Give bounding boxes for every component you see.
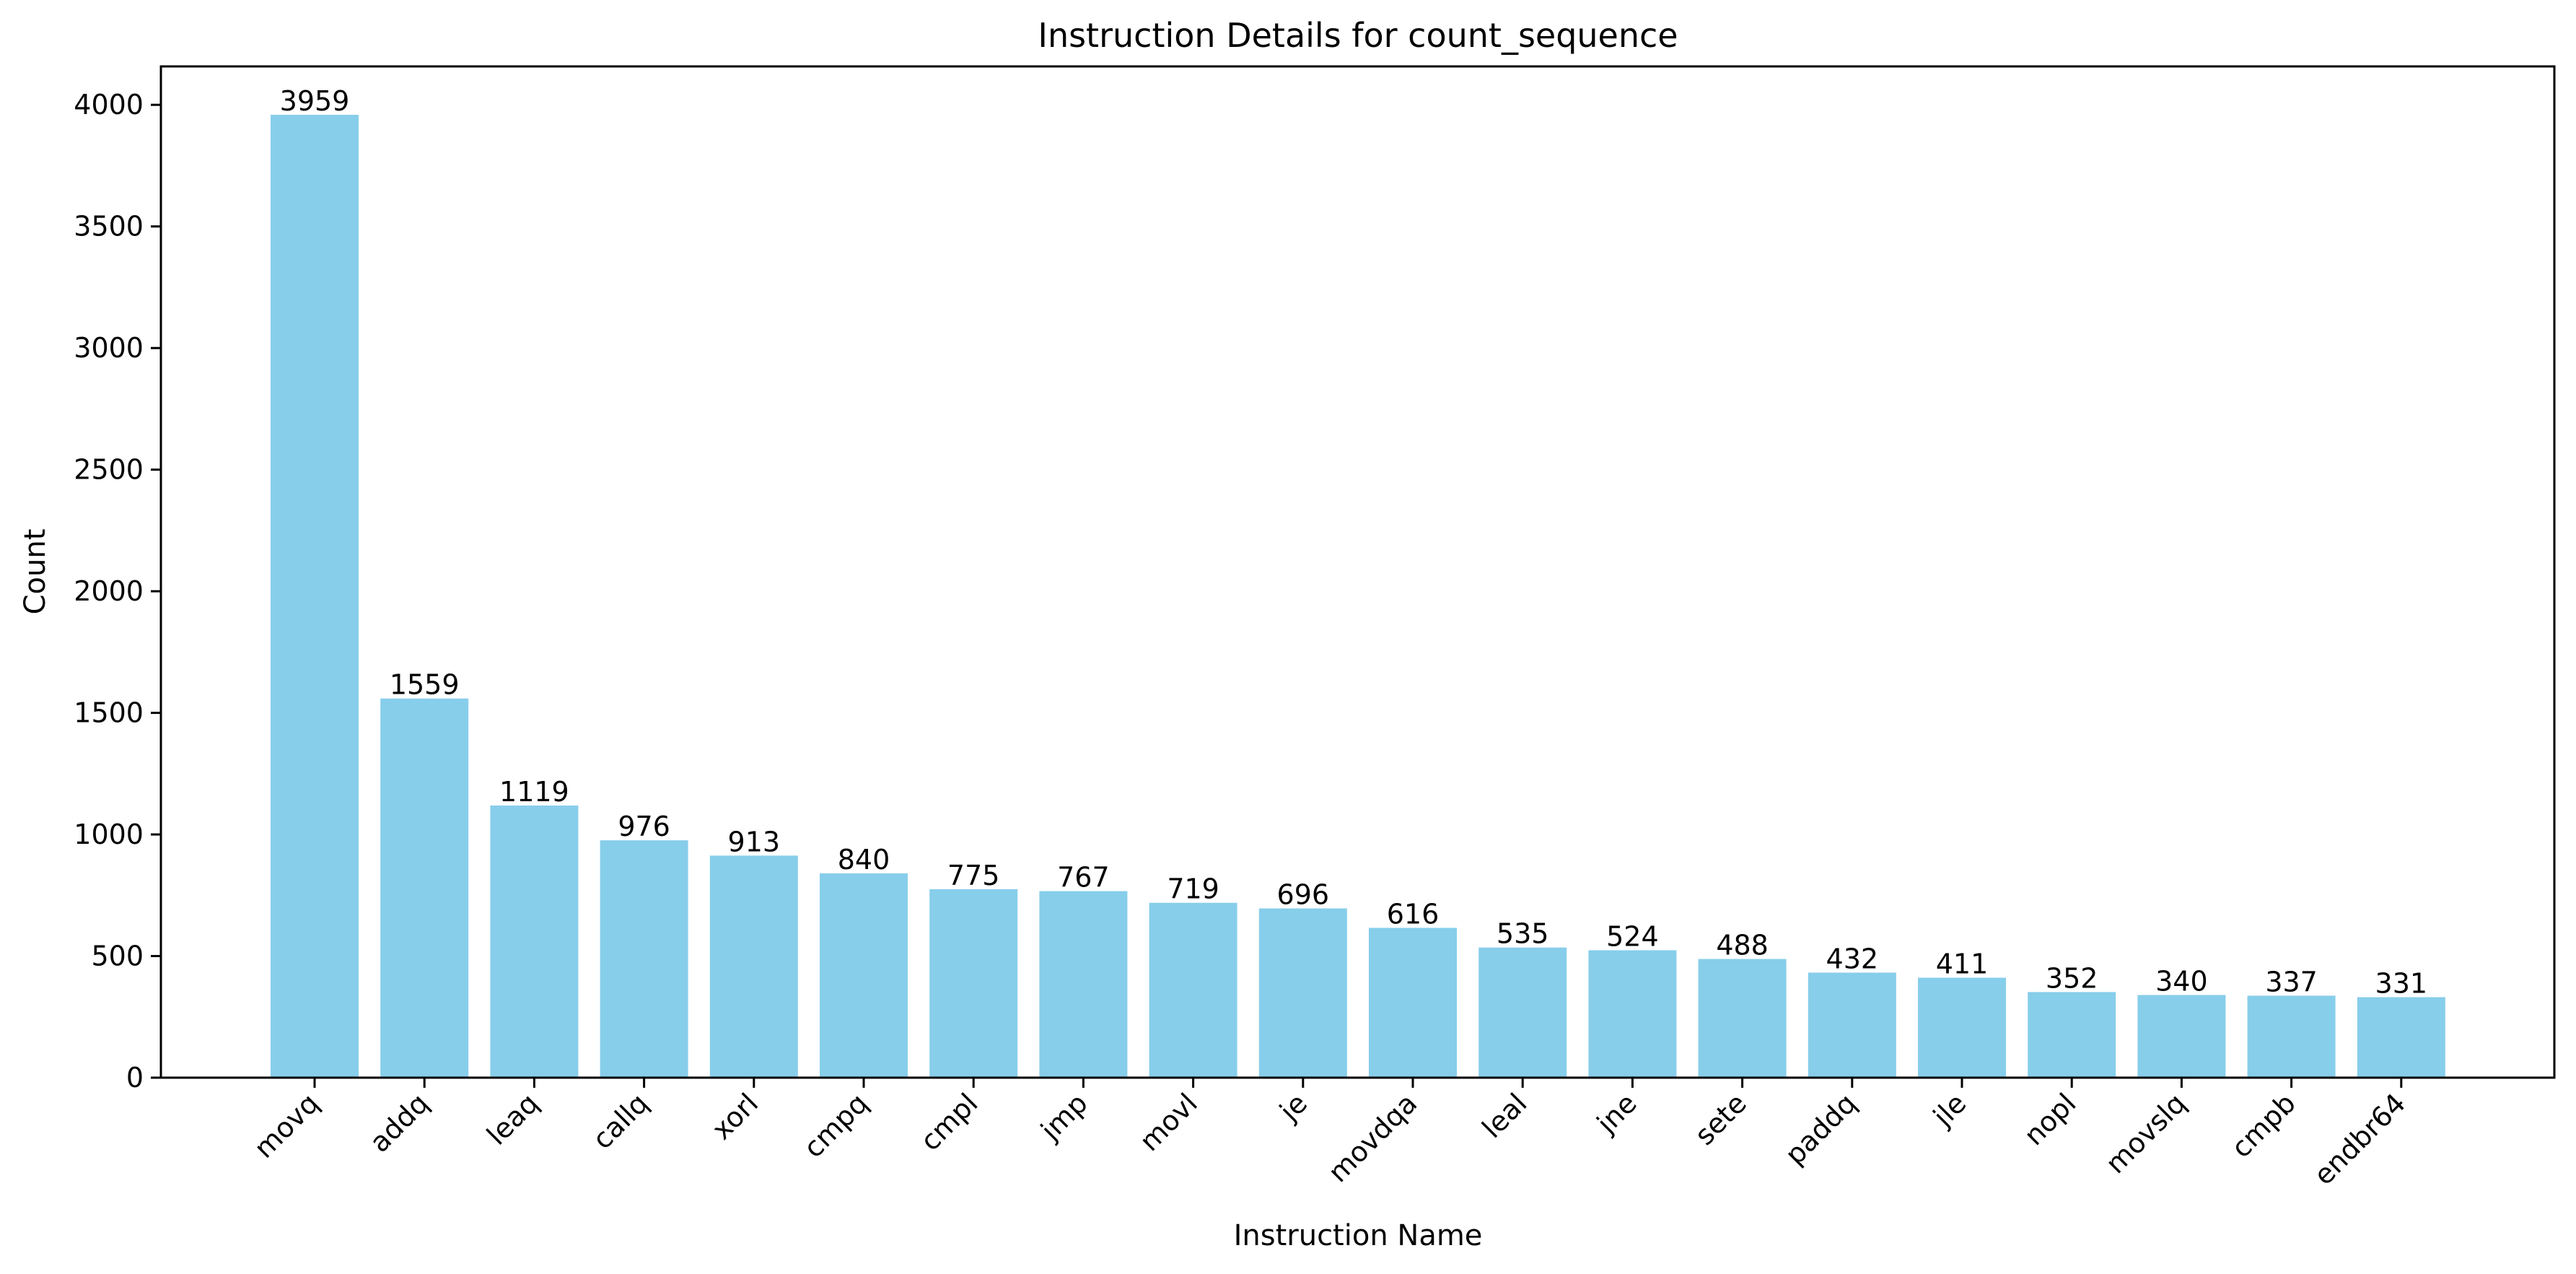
- bar-leaq: [490, 805, 579, 1078]
- bar-paddq: [1808, 972, 1896, 1078]
- bar-movslq: [2137, 995, 2226, 1078]
- x-tick-label-cmpb: cmpb: [2225, 1087, 2302, 1164]
- x-tick-label-endbr64: endbr64: [2308, 1087, 2411, 1191]
- y-tick-label-3500: 3500: [74, 211, 144, 243]
- bar-leal: [1478, 947, 1567, 1078]
- x-tick-label-jmp: jmp: [1034, 1087, 1094, 1147]
- bar-value-label-leaq: 1119: [499, 776, 569, 808]
- x-tick-label-cmpl: cmpl: [914, 1087, 984, 1157]
- bar-value-label-cmpb: 337: [2265, 966, 2318, 998]
- bar-value-label-movq: 3959: [280, 85, 350, 117]
- bar-jmp: [1039, 891, 1128, 1078]
- bar-value-label-sete: 488: [1716, 930, 1769, 961]
- bar-jle: [1918, 977, 2006, 1078]
- x-tick-label-jne: jne: [1590, 1087, 1643, 1140]
- y-tick-label-2000: 2000: [74, 575, 144, 607]
- x-tick-label-addq: addq: [364, 1087, 435, 1159]
- bar-value-label-endbr64: 331: [2375, 967, 2428, 999]
- bar-value-label-nopl: 352: [2046, 962, 2098, 994]
- bar-cmpb: [2247, 995, 2336, 1078]
- y-tick-label-1000: 1000: [74, 819, 144, 850]
- bar-value-label-paddq: 432: [1826, 943, 1879, 974]
- x-tick-label-nopl: nopl: [2018, 1087, 2082, 1151]
- bar-movq: [271, 115, 359, 1078]
- x-tick-label-movl: movl: [1134, 1087, 1204, 1157]
- y-tick-label-1500: 1500: [74, 697, 144, 729]
- bar-value-label-jle: 411: [1936, 948, 1989, 980]
- x-tick-label-leaq: leaq: [481, 1087, 545, 1151]
- bar-value-label-movdqa: 616: [1387, 898, 1440, 930]
- y-tick-label-4000: 4000: [74, 89, 144, 121]
- bar-movdqa: [1369, 928, 1457, 1078]
- x-tick-label-je: je: [1273, 1087, 1313, 1127]
- bar-addq: [380, 698, 469, 1078]
- y-axis: 0 500 1000 1500 2000 2500 3000 3500 4000: [74, 89, 161, 1094]
- bar-labels-group: 3959 1559 1119 976 913 840 775 767 719 696 616 535 5…: [280, 85, 2427, 999]
- bar-value-label-movslq: 340: [2155, 965, 2208, 997]
- bar-jne: [1588, 950, 1677, 1078]
- x-tick-label-callq: callq: [587, 1087, 654, 1155]
- bar-value-label-cmpq: 840: [838, 844, 890, 876]
- x-tick-label-movdqa: movdqa: [1322, 1087, 1423, 1188]
- x-tick-label-leal: leal: [1476, 1087, 1533, 1144]
- bar-xorl: [709, 855, 798, 1078]
- plot-frame: [159, 65, 2556, 1079]
- bars-group: [271, 115, 2445, 1078]
- bar-cmpl: [929, 889, 1018, 1078]
- bar-value-label-jne: 524: [1606, 920, 1659, 952]
- bar-value-label-jmp: 767: [1057, 862, 1110, 894]
- bar-sete: [1698, 959, 1787, 1078]
- bar-value-label-leal: 535: [1497, 918, 1549, 950]
- x-tick-label-movq: movq: [248, 1087, 325, 1164]
- y-tick-label-3000: 3000: [74, 332, 144, 364]
- bar-movl: [1149, 902, 1237, 1078]
- bar-value-label-xorl: 913: [728, 826, 781, 858]
- bar-value-label-callq: 976: [618, 811, 670, 842]
- x-axis-title: Instruction Name: [1234, 1219, 1483, 1252]
- x-axis: movq addq leaq callq xorl cmpq cmpl jmp movl je mo…: [248, 1078, 2411, 1191]
- x-tick-label-movslq: movslq: [2100, 1087, 2192, 1179]
- x-tick-label-xorl: xorl: [706, 1087, 764, 1146]
- y-tick-label-0: 0: [126, 1062, 144, 1094]
- x-tick-label-sete: sete: [1688, 1087, 1753, 1151]
- y-axis-title: Count: [19, 529, 52, 615]
- x-tick-label-paddq: paddq: [1779, 1087, 1862, 1171]
- bar-nopl: [2028, 992, 2116, 1078]
- bar-value-label-je: 696: [1277, 878, 1330, 910]
- y-tick-label-2500: 2500: [74, 454, 144, 486]
- x-tick-label-jle: jle: [1927, 1087, 1972, 1133]
- x-tick-label-cmpq: cmpq: [797, 1087, 874, 1164]
- bar-value-label-movl: 719: [1167, 873, 1219, 905]
- bar-value-label-addq: 1559: [390, 669, 460, 701]
- bar-cmpq: [820, 873, 908, 1078]
- bar-callq: [600, 840, 688, 1078]
- bar-value-label-cmpl: 775: [947, 860, 1000, 891]
- bar-je: [1258, 908, 1347, 1078]
- chart-title: Instruction Details for count_sequence: [1038, 16, 1678, 55]
- bar-endbr64: [2357, 997, 2445, 1078]
- y-tick-label-500: 500: [91, 941, 144, 972]
